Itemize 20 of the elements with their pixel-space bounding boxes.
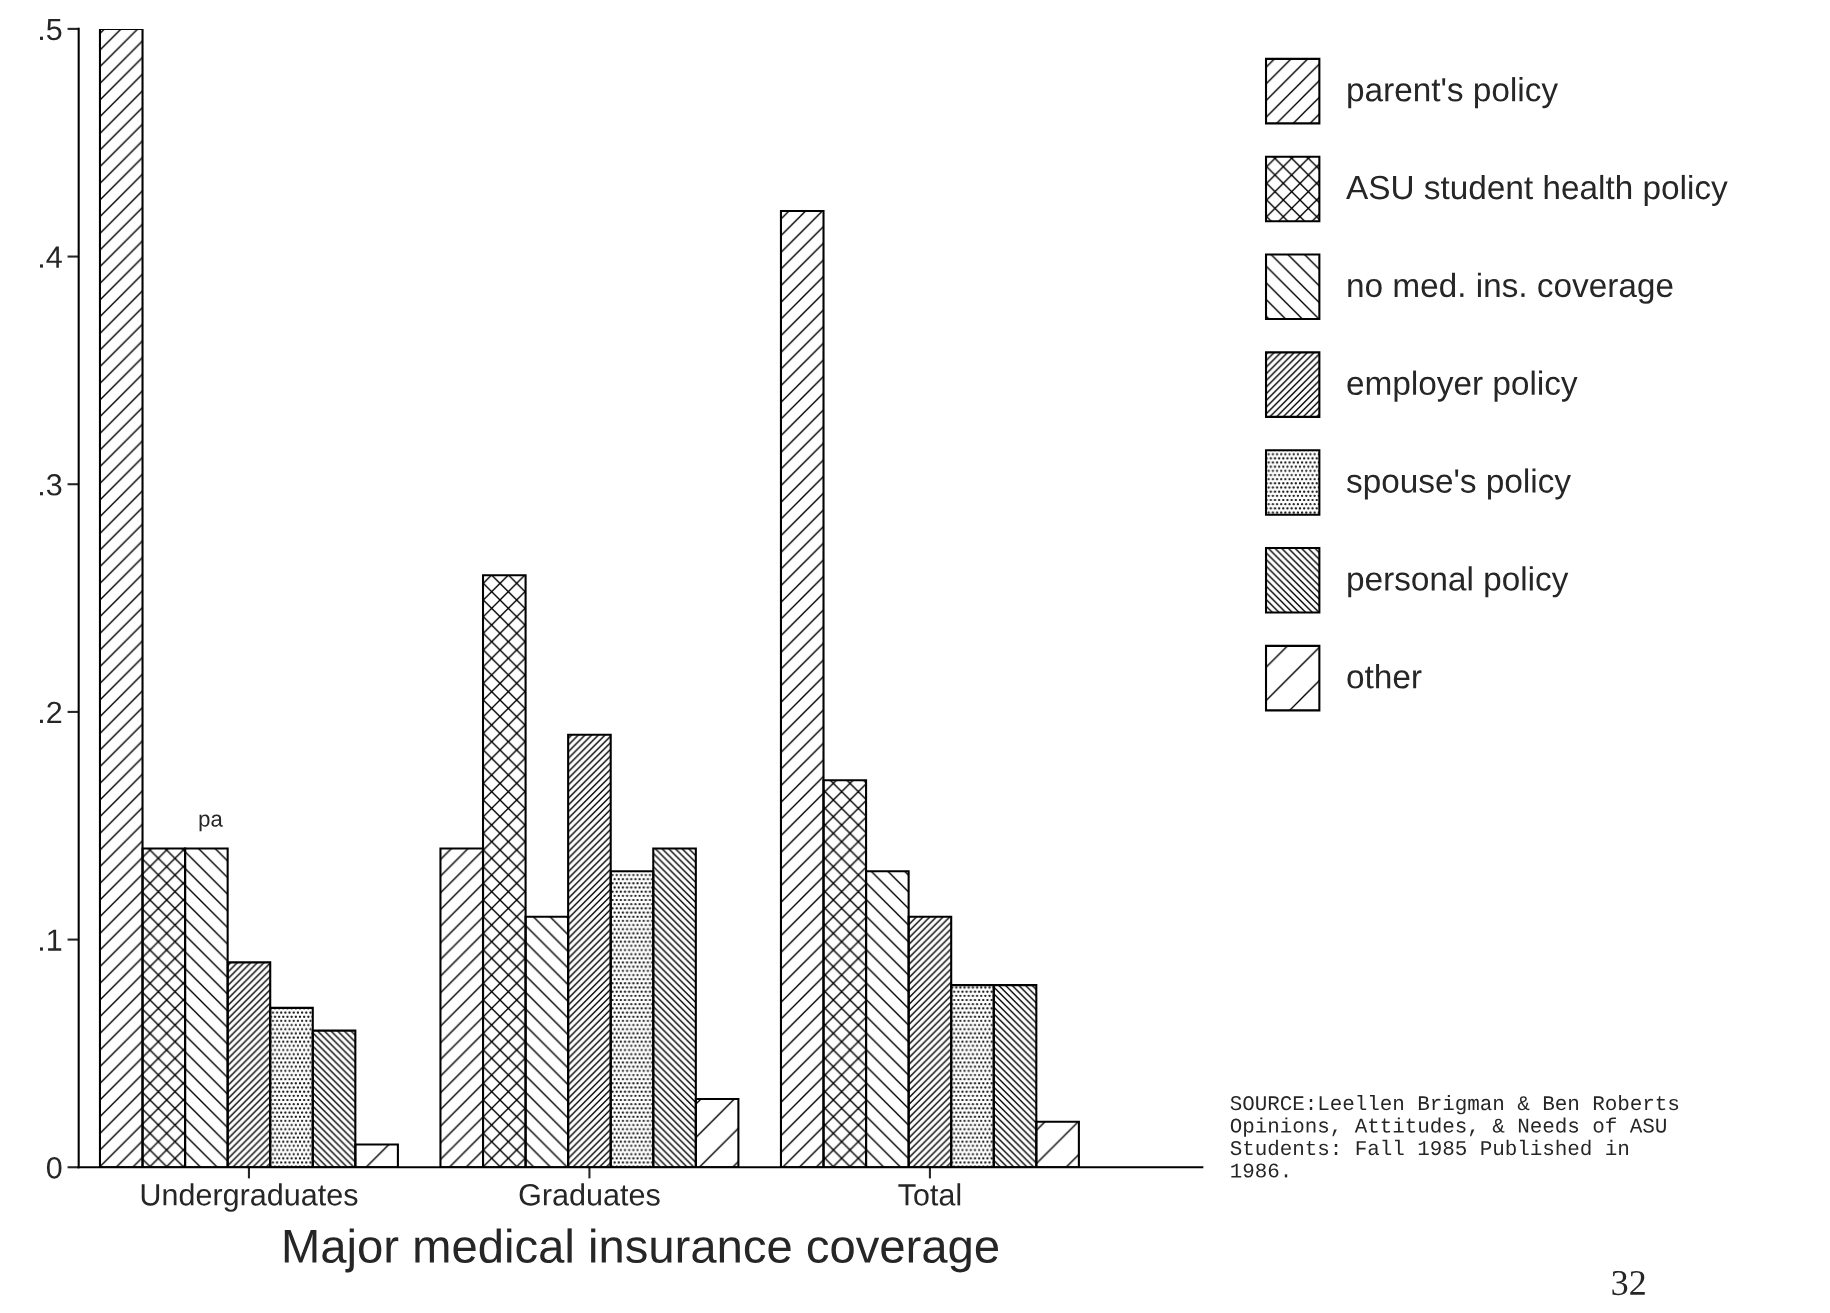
y-tick-label: .3	[40, 473, 62, 496]
legend-label: no med. ins. coverage	[1348, 272, 1673, 304]
legend-label: employer policy	[1347, 370, 1578, 402]
annotation: pa	[199, 814, 223, 832]
y-tick-label: .2	[40, 701, 62, 723]
y-tick-label: 0	[46, 1156, 62, 1179]
y-tick-label: .5	[40, 18, 62, 41]
legend-label: personal policy	[1348, 566, 1569, 598]
legend-label: ASU student health policy	[1346, 174, 1728, 206]
x-tick-label: Undergraduates	[141, 1183, 358, 1212]
y-tick-label: .1	[40, 929, 62, 951]
x-tick-label: Graduates	[519, 1183, 660, 1206]
y-tick-label: .4	[40, 246, 62, 268]
source-note: SOURCE:Leellen Brigman & Ben Roberts Opinions, Attitudes, & Needs of ASU Students: Fall 1985 Published in 1986.	[1230, 1094, 1679, 1178]
legend-label: spouse's policy	[1346, 468, 1571, 500]
x-axis-title: Major medical insurance coverage	[284, 1228, 999, 1273]
legend-label: other	[1347, 664, 1422, 689]
x-tick-label: Total	[898, 1183, 961, 1206]
text: 32	[1612, 1270, 1645, 1296]
legend-label: parent's policy	[1348, 77, 1558, 109]
